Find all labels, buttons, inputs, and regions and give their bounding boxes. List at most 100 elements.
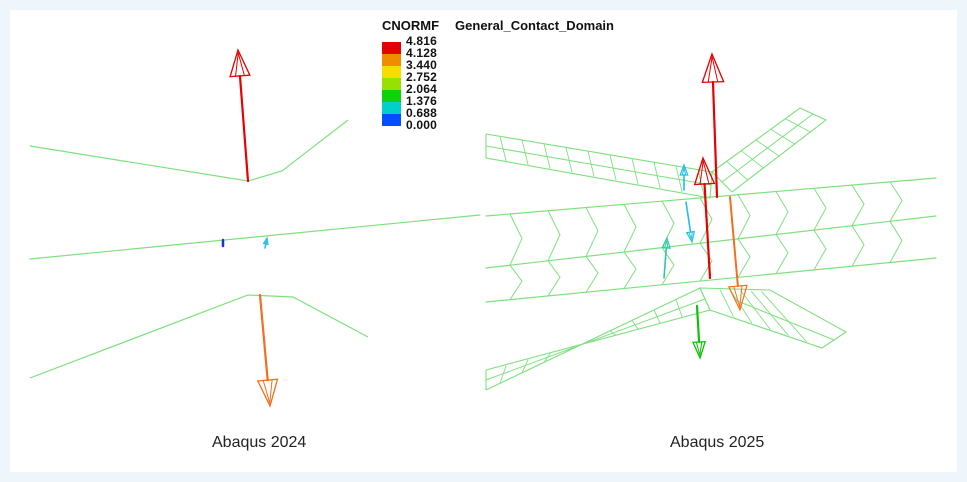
contact-force-arrow — [262, 236, 269, 249]
arrow-head — [685, 230, 696, 244]
arrow-head — [256, 378, 279, 408]
arrow-head — [693, 156, 716, 186]
upper-block-edge — [485, 133, 713, 199]
slab-edge — [485, 177, 937, 217]
upper-block-element — [653, 161, 661, 189]
caption-abaqus-2024: Abaqus 2024 — [212, 434, 307, 451]
slab-element — [509, 213, 523, 300]
upper-block-element — [697, 169, 705, 196]
lower-block-element — [719, 289, 734, 317]
arrow-shaft — [703, 182, 712, 280]
contact-force-arrow — [661, 236, 671, 279]
arrow-head-line — [691, 231, 693, 240]
arrow-head-line — [707, 56, 713, 83]
arrow-head — [262, 236, 269, 246]
lower-block-element — [521, 359, 529, 374]
legend-swatch — [382, 102, 401, 114]
viewport[interactable]: CNORMF General_Contact_Domain 4.816 4.128 3… — [10, 10, 957, 472]
slab-element — [623, 204, 637, 289]
upper-block-edge — [485, 145, 712, 186]
arrow-head-line — [264, 240, 267, 245]
slab-element — [585, 207, 599, 293]
upper-block-edge — [711, 107, 828, 193]
arrow-head — [229, 48, 251, 78]
arrow-shaft — [711, 80, 719, 199]
upper-block-element — [587, 150, 595, 177]
top-surface-edge — [29, 119, 349, 182]
slab-element — [775, 191, 789, 274]
arrow-shaft — [663, 247, 668, 279]
legend-color-bar — [382, 42, 401, 126]
arrow-head-line — [688, 231, 693, 240]
legend-value: 1.376 — [406, 94, 438, 108]
arrow-shaft — [264, 243, 267, 249]
upper-block-element — [631, 158, 639, 185]
contact-plot — [29, 48, 937, 408]
arrow-shaft — [729, 196, 739, 288]
lower-block-element — [653, 309, 661, 324]
arrow-head-line — [699, 341, 703, 356]
arrow-shaft — [685, 201, 692, 233]
arrow-head — [661, 236, 671, 249]
upper-block-element — [675, 165, 683, 193]
arrow-head-line — [664, 240, 668, 249]
legend-swatch — [382, 66, 401, 78]
arrow-head-line — [235, 52, 239, 77]
caption-abaqus-2025: Abaqus 2025 — [670, 434, 765, 451]
contact-force-arrow — [256, 293, 279, 408]
lower-block-element — [740, 290, 771, 330]
legend-value: 4.128 — [406, 46, 438, 60]
bottom-surface-edge — [29, 294, 369, 379]
contact-force-arrow — [679, 163, 689, 191]
legend-value: 0.000 — [406, 118, 438, 132]
legend-value: 4.816 — [406, 34, 438, 48]
contact-force-arrow — [685, 201, 696, 244]
slab-edge — [485, 257, 937, 303]
legend-variable: CNORMF — [382, 18, 440, 33]
lower-block-element — [543, 353, 551, 363]
abaqus-2025-view — [485, 52, 937, 391]
arrow-head — [701, 52, 725, 84]
arrow-head-line — [269, 379, 273, 404]
arrow-head-line — [681, 167, 685, 176]
contact-force-arrow — [693, 156, 716, 280]
lower-block-element — [565, 347, 573, 353]
upper-block-element — [565, 147, 573, 173]
upper-block-element — [784, 118, 811, 133]
arrow-shaft — [258, 293, 269, 382]
legend-swatch — [382, 78, 401, 90]
slab-element — [851, 184, 865, 267]
upper-block-element — [521, 139, 529, 165]
upper-block-element — [499, 135, 507, 161]
lower-block-element — [761, 291, 808, 343]
arrow-head-line — [237, 52, 245, 77]
arrow-head-line — [666, 240, 669, 249]
upper-block-element — [770, 128, 796, 145]
contact-force-arrow — [229, 48, 251, 183]
arrow-shaft — [695, 304, 701, 344]
upper-block-element — [755, 139, 780, 157]
slab-element — [699, 197, 713, 282]
slab-element — [547, 210, 561, 297]
lower-block-element — [499, 365, 507, 384]
contour-legend: CNORMF General_Contact_Domain 4.816 4.128 3… — [382, 18, 682, 138]
legend-value: 3.440 — [406, 58, 438, 72]
legend-swatch — [382, 90, 401, 102]
arrow-head — [727, 284, 748, 312]
arrow-head-line — [262, 380, 271, 404]
arrow-head-line — [711, 56, 719, 83]
abaqus-2024-view — [29, 48, 481, 408]
slab-element — [737, 194, 751, 278]
slab-edge — [485, 215, 937, 269]
legend-swatch — [382, 114, 401, 126]
lower-block-edge — [485, 298, 706, 381]
arrow-head-line — [699, 160, 704, 185]
arrow-shaft — [238, 74, 250, 183]
legend-swatch — [382, 42, 401, 54]
legend-value: 2.752 — [406, 70, 438, 84]
contact-force-arrow — [701, 52, 725, 199]
legend-values: 4.816 4.128 3.440 2.752 2.064 1.376 0.688 0.000 — [406, 35, 437, 131]
arrow-head — [692, 340, 707, 360]
contact-force-arrow — [727, 196, 748, 312]
contact-line — [29, 214, 481, 260]
